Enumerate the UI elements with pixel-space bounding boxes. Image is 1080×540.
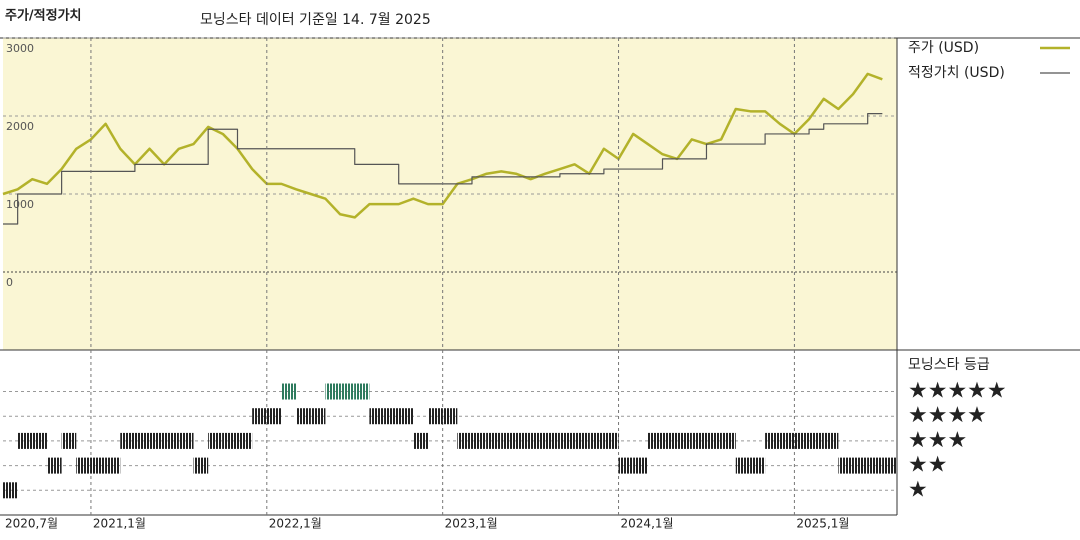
rating-bar [779,432,795,449]
x-tick-label: 2025,1월 [796,517,849,531]
rating-bar [501,432,516,449]
rating-bar [442,408,458,425]
rating-bar [471,432,487,449]
rating-bar [428,408,443,425]
rating-bar [867,457,883,474]
rating-bar [457,432,472,449]
rating-bar [17,432,33,449]
series-line [2,72,883,219]
rating-bar [149,432,165,449]
rating-bar [208,432,223,449]
rating-bar [530,432,546,449]
rating-bar [413,432,429,449]
rating-bar [750,457,766,474]
rating-bar [677,432,692,449]
rating-bar [32,432,47,449]
rating-bar [3,482,18,499]
rating-bar [266,408,282,425]
y-tick-label: 2000 [6,120,34,133]
legend-label: 주가 (USD) [908,40,979,56]
rating-bar [134,432,150,449]
rating-bar [90,457,106,474]
x-tick-label: 2023,1월 [445,517,498,531]
rating-bar [853,457,868,474]
rating-bar [340,383,355,400]
rating-bar [296,408,311,425]
x-tick-label: 2024,1월 [621,517,674,531]
rating-bar [120,432,135,449]
legend-label: 적정가치 (USD) [908,65,1005,81]
rating-bar [61,432,77,449]
rating-bar [193,457,209,474]
rating-title: 모닝스타 등급 [908,357,990,373]
x-tick-label: 2021,1월 [93,517,146,531]
y-tick-label: ★★ [908,453,947,478]
chart-subtitle: 모닝스타 데이터 기준일 14. 7월 2025 [200,12,431,28]
y-tick-label: 0 [6,276,13,289]
rating-bar [559,432,575,449]
rating-bar [574,432,590,449]
y-tick-label: ★★★ [908,428,967,453]
rating-bar [603,432,619,449]
rating-bar [310,408,326,425]
rating-bar [794,432,810,449]
y-tick-label: ★★★★ [908,403,987,428]
rating-bar [325,383,341,400]
y-tick-label: ★★★★★ [908,379,1007,404]
y-tick-label: ★ [908,477,928,502]
rating-bar [589,432,604,449]
rating-bar [706,432,722,449]
rating-bar [105,457,121,474]
rating-bar [237,432,253,449]
y-tick-label: 3000 [6,42,34,55]
rating-bar [809,432,824,449]
rating-bar [618,457,634,474]
rating-bar [765,432,780,449]
rating-bar [882,457,897,474]
rating-bar [662,432,678,449]
y-tick-label: 1000 [6,198,34,211]
rating-bar [384,408,399,425]
rating-bar [735,457,751,474]
rating-bar [633,457,648,474]
rating-bar [545,432,560,449]
rating-bar [398,408,414,425]
rating-bar [838,457,854,474]
series-line [3,113,883,225]
rating-bar [46,457,62,474]
x-tick-label: 2020,7월 [5,517,58,531]
rating-bar [222,432,238,449]
rating-bar [647,432,663,449]
rating-bar [76,457,91,474]
rating-bar [721,432,736,449]
rating-bar [515,432,531,449]
rating-bar [823,432,839,449]
x-tick-label: 2022,1월 [269,517,322,531]
chart-title: 주가/적정가치 [5,8,82,24]
rating-bar [178,432,194,449]
rating-bar [369,408,385,425]
rating-bar [164,432,179,449]
rating-bar [252,408,267,425]
rating-bar [691,432,707,449]
rating-bar [354,383,370,400]
rating-bar [486,432,502,449]
rating-bar [281,383,297,400]
